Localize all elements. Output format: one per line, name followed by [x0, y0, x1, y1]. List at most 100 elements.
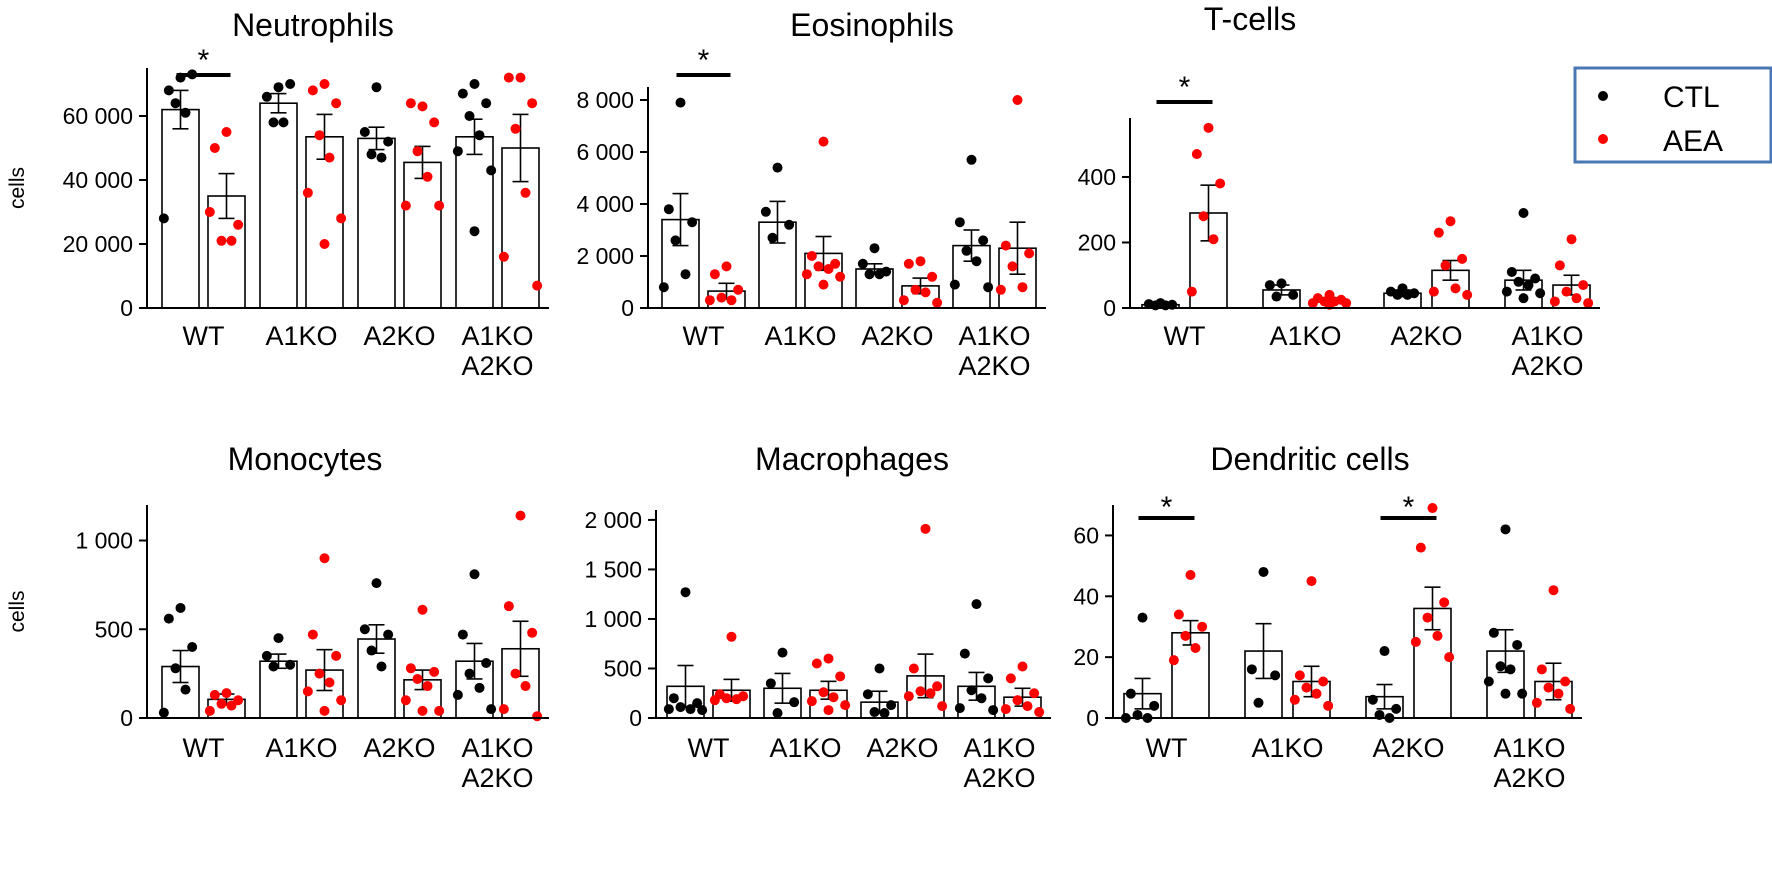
significance-star: * [1403, 491, 1415, 524]
data-point-ctl [879, 708, 890, 719]
data-point-aea [233, 695, 244, 706]
data-point-ctl [163, 85, 174, 96]
data-point-ctl [1288, 289, 1299, 300]
data-point-aea [204, 207, 215, 217]
group-a1ko: A1KO [758, 136, 846, 351]
y-axis-label: cells [6, 590, 29, 632]
data-point-ctl [1379, 646, 1390, 657]
data-point-aea [510, 123, 521, 134]
data-point-ctl [949, 279, 960, 290]
data-point-aea [704, 295, 715, 306]
significance-star: * [198, 44, 210, 77]
data-point-ctl [187, 642, 198, 652]
data-point-aea [1173, 609, 1184, 620]
data-point-aea [823, 705, 834, 716]
data-point-aea [302, 686, 313, 697]
bar-aea [403, 161, 442, 309]
legend-marker-ctl [1598, 91, 1608, 101]
data-point-aea [925, 688, 936, 699]
data-point-ctl [481, 657, 492, 668]
x-tick-label: A1KO [265, 733, 337, 763]
y-tick-label: 2 000 [576, 243, 634, 269]
data-point-aea [1548, 585, 1559, 596]
data-point-aea [1427, 503, 1438, 514]
chart-title: Neutrophils [232, 7, 394, 43]
x-tick-label: A1KO [769, 733, 841, 763]
data-point-ctl [886, 700, 897, 711]
data-point-aea [204, 705, 215, 716]
data-point-ctl [158, 213, 169, 224]
data-point-aea [1180, 630, 1191, 641]
data-point-aea [1432, 630, 1443, 641]
data-point-aea [417, 705, 428, 716]
data-point-aea [412, 673, 423, 684]
data-point-aea [209, 143, 220, 153]
data-point-aea [422, 681, 433, 692]
data-point-aea [1341, 298, 1352, 309]
data-point-aea [806, 251, 817, 261]
chart-title: Macrophages [755, 441, 949, 477]
data-point-ctl [983, 282, 994, 293]
data-point-ctl [869, 707, 880, 718]
y-tick-label: 20 [1073, 644, 1099, 670]
y-tick-label: 500 [604, 655, 642, 681]
y-tick-label: 40 [1073, 583, 1099, 609]
data-point-ctl [170, 98, 181, 109]
x-tick-label: WT [183, 321, 225, 351]
data-point-ctl [1518, 208, 1529, 218]
data-point-aea [498, 251, 509, 262]
x-tick-label: A2KO [866, 733, 938, 763]
bar-ctl [357, 137, 396, 309]
legend: CTL AEA [1573, 66, 1772, 164]
x-tick-label: A2KO [861, 321, 933, 351]
data-point-ctl [1402, 289, 1413, 300]
data-point-ctl [1523, 280, 1534, 291]
data-point-ctl [976, 693, 987, 704]
data-point-aea [331, 650, 342, 661]
data-point-aea [1444, 652, 1455, 663]
data-point-ctl [978, 235, 989, 246]
data-point-ctl [971, 256, 982, 267]
data-point-aea [1410, 636, 1421, 647]
data-point-aea [840, 700, 851, 711]
data-point-aea [915, 686, 926, 697]
data-point-aea [1029, 688, 1040, 699]
chart-title: T-cells [1204, 1, 1296, 37]
data-point-ctl [474, 130, 485, 141]
group-a1ko: A1KO [1244, 566, 1334, 763]
x-tick-label: WT [683, 321, 725, 351]
data-point-ctl [366, 149, 377, 160]
data-point-aea [209, 689, 220, 700]
data-point-ctl [285, 659, 296, 670]
data-point-ctl [1391, 703, 1402, 714]
data-point-aea [995, 284, 1006, 295]
data-point-ctl [158, 707, 169, 718]
data-point-aea [302, 187, 313, 198]
data-point-ctl [772, 162, 783, 173]
data-point-aea [1022, 701, 1033, 712]
y-tick-label: 1 000 [75, 528, 133, 554]
data-point-aea [1462, 289, 1473, 300]
data-point-ctl [452, 689, 463, 700]
data-point-aea [1450, 283, 1461, 294]
data-point-aea [412, 146, 423, 157]
group-wt: WT [663, 587, 751, 763]
data-point-ctl [1137, 612, 1148, 623]
data-point-aea [324, 677, 335, 688]
data-point-ctl [1512, 639, 1523, 650]
data-point-aea [709, 269, 720, 280]
data-point-aea [1190, 643, 1201, 654]
data-point-aea [927, 271, 938, 282]
group-a2ko: A2KO [357, 82, 445, 351]
group-a1ko: A1KO [259, 553, 347, 763]
group-wt: WT * [1120, 491, 1210, 763]
data-point-aea [314, 668, 325, 679]
data-point-aea [1543, 682, 1554, 693]
data-point-aea [1017, 282, 1028, 293]
data-point-ctl [469, 569, 480, 580]
